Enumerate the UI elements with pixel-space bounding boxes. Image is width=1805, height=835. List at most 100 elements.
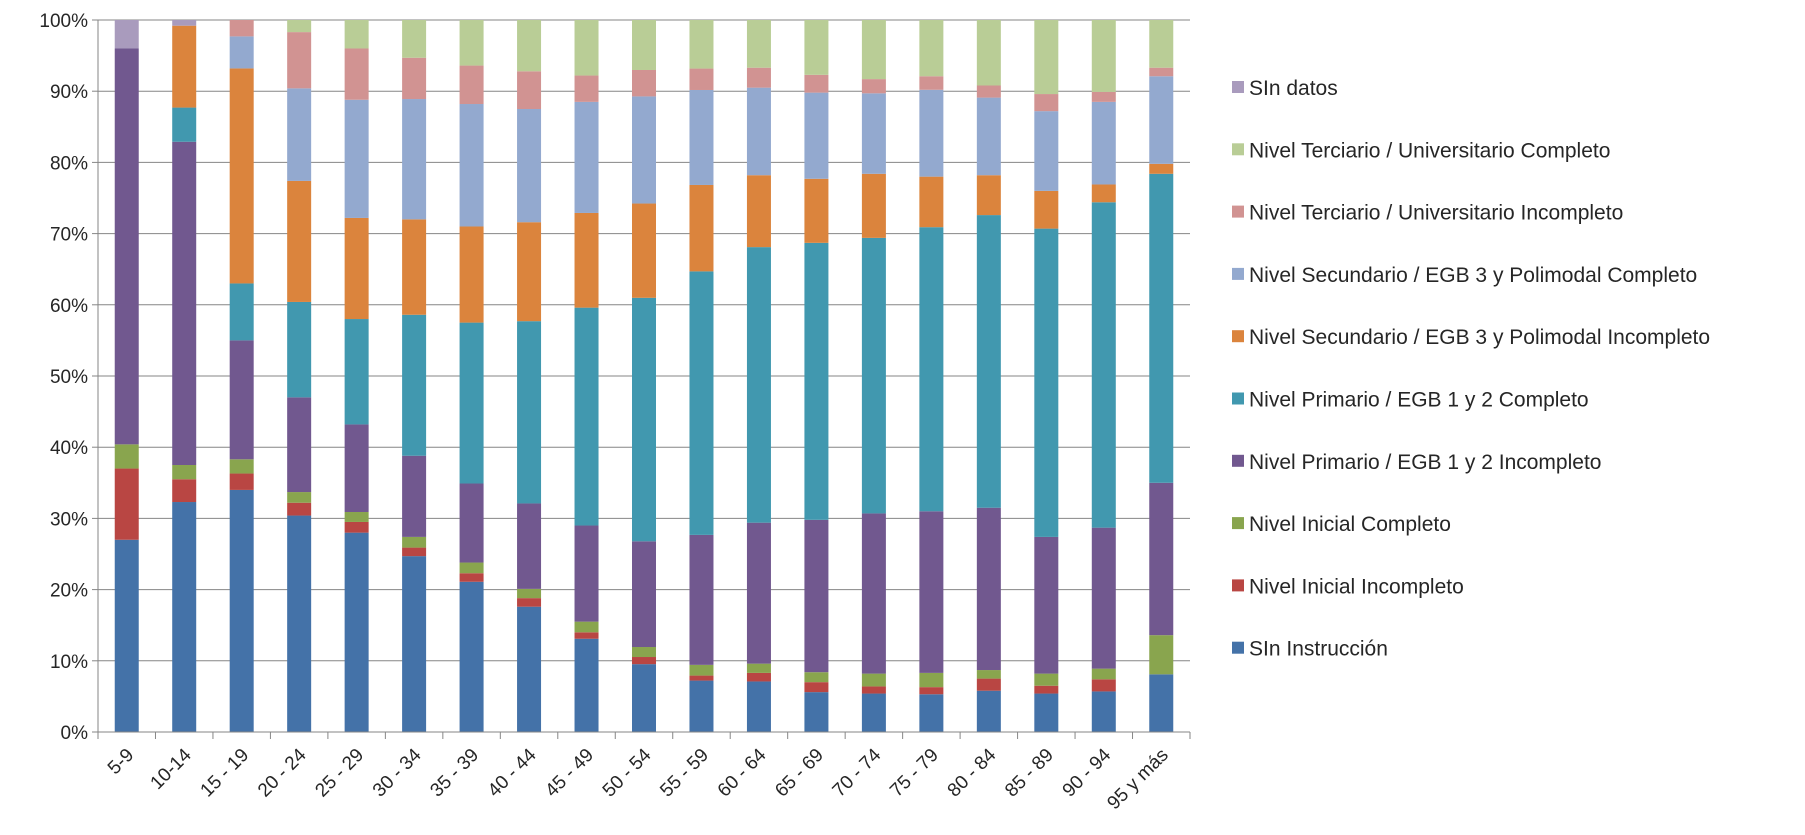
bar-segment [746,20,771,68]
bar-segment [344,20,369,49]
bar-segment [229,68,254,284]
x-tick-label: 45 - 49 [541,745,598,802]
bar-segment [919,227,944,512]
bar-segment [574,638,599,732]
bar-segment [632,657,656,665]
legend-swatch [1232,205,1244,218]
x-tick-label: 50 - 54 [599,744,656,801]
bar-segment [1091,101,1116,185]
y-tick-label: 20% [50,581,88,602]
bar-segment [459,65,484,105]
bar-segment [804,692,829,732]
bar-segment [459,581,484,732]
bar-segment [1149,674,1174,732]
bar-segment [919,694,944,732]
bar-segment [1149,67,1174,77]
bar-segment [1091,202,1116,528]
bar-segment [1034,20,1059,95]
legend-swatch [1232,392,1244,405]
legend-label: Nivel Inicial Incompleto [1249,575,1464,598]
y-tick-label: 90% [50,82,88,103]
bar-segment [517,606,542,732]
bar-segment [1091,91,1116,102]
legend-swatch [1232,330,1244,343]
legend-swatch [1232,641,1244,654]
bar-segment [804,74,829,93]
bar-segment [287,397,312,493]
y-tick-labels: 0% 10% 20% 30% 40% 50% 60% 70% 80% 90% 100% [39,11,88,744]
bar-segment [172,479,197,503]
bar-segment [861,79,886,94]
bar-segment [172,25,197,108]
x-tick-label: 5-9 [104,745,138,779]
legend-swatch [1232,143,1244,156]
bar-segment [574,307,599,526]
x-tick-label: 95 y más [1103,745,1172,814]
bar-segment [689,680,714,732]
bars [114,20,1174,732]
legend-label: Nivel Primario / EGB 1 y 2 Completo [1249,389,1589,412]
bar-segment [1149,482,1174,636]
bar-segment [402,536,427,548]
bar-segment [574,20,599,76]
bar-segment [459,562,484,574]
x-tick-label: 10-14 [147,744,197,794]
bar-segment [459,483,484,563]
bar-segment [689,534,714,665]
bar-segment [632,647,656,658]
bar-segment [919,511,944,673]
bar-segment [402,547,427,557]
legend-label: Nivel Secundario / EGB 3 y Polimodal Com… [1249,264,1697,287]
bar-segment [1149,76,1174,164]
bar-segment [746,522,771,664]
bar-segment [919,687,944,695]
bar-segment [976,507,1001,671]
bar-segment [804,178,829,243]
bar-segment [574,632,599,639]
bar-segment [459,104,484,227]
bar-segment [804,242,829,520]
bar-segment [402,99,427,220]
bar-segment [172,107,197,142]
bar-segment [976,97,1001,176]
bar-segment [1149,163,1174,174]
bar-segment [402,556,427,732]
legend: SIn datos Nivel Terciario / Universitario… [1232,77,1710,661]
bar-segment [861,693,886,732]
bar-segment [517,109,542,223]
legend-label: SIn datos [1249,77,1338,100]
bar-segment [1034,693,1059,732]
x-tick-label: 85 - 89 [1001,745,1058,802]
bar-segment [402,314,427,456]
bar-segment [746,681,771,732]
bar-segment [1034,111,1059,191]
bar-segment [689,89,714,185]
bar-segment [632,69,656,97]
x-tick-label: 75 - 79 [886,745,943,802]
bar-segment [746,175,771,248]
bar-segment [517,598,542,607]
bar-segment [574,212,599,308]
legend-label: Nivel Inicial Completo [1249,513,1451,536]
bar-segment [287,301,312,398]
bar-segment [172,141,197,465]
bar-segment [114,20,139,49]
y-tick-label: 0% [61,723,89,744]
bar-segment [287,180,312,302]
x-tick-label: 25 - 29 [311,745,368,802]
bar-segment [976,175,1001,216]
bar-segment [229,36,254,69]
legend-swatch [1232,267,1244,280]
bar-segment [632,203,656,298]
bar-segment [919,672,944,688]
bar-segment [1091,20,1116,92]
y-tick-label: 50% [50,367,88,388]
bar-segment [746,247,771,523]
bar-segment [1091,184,1116,203]
bar-segment [229,20,254,37]
bar-segment [1034,190,1059,229]
bar-segment [459,573,484,582]
bar-segment [344,511,369,522]
legend-label: Nivel Terciario / Universitario Completo [1249,139,1610,162]
